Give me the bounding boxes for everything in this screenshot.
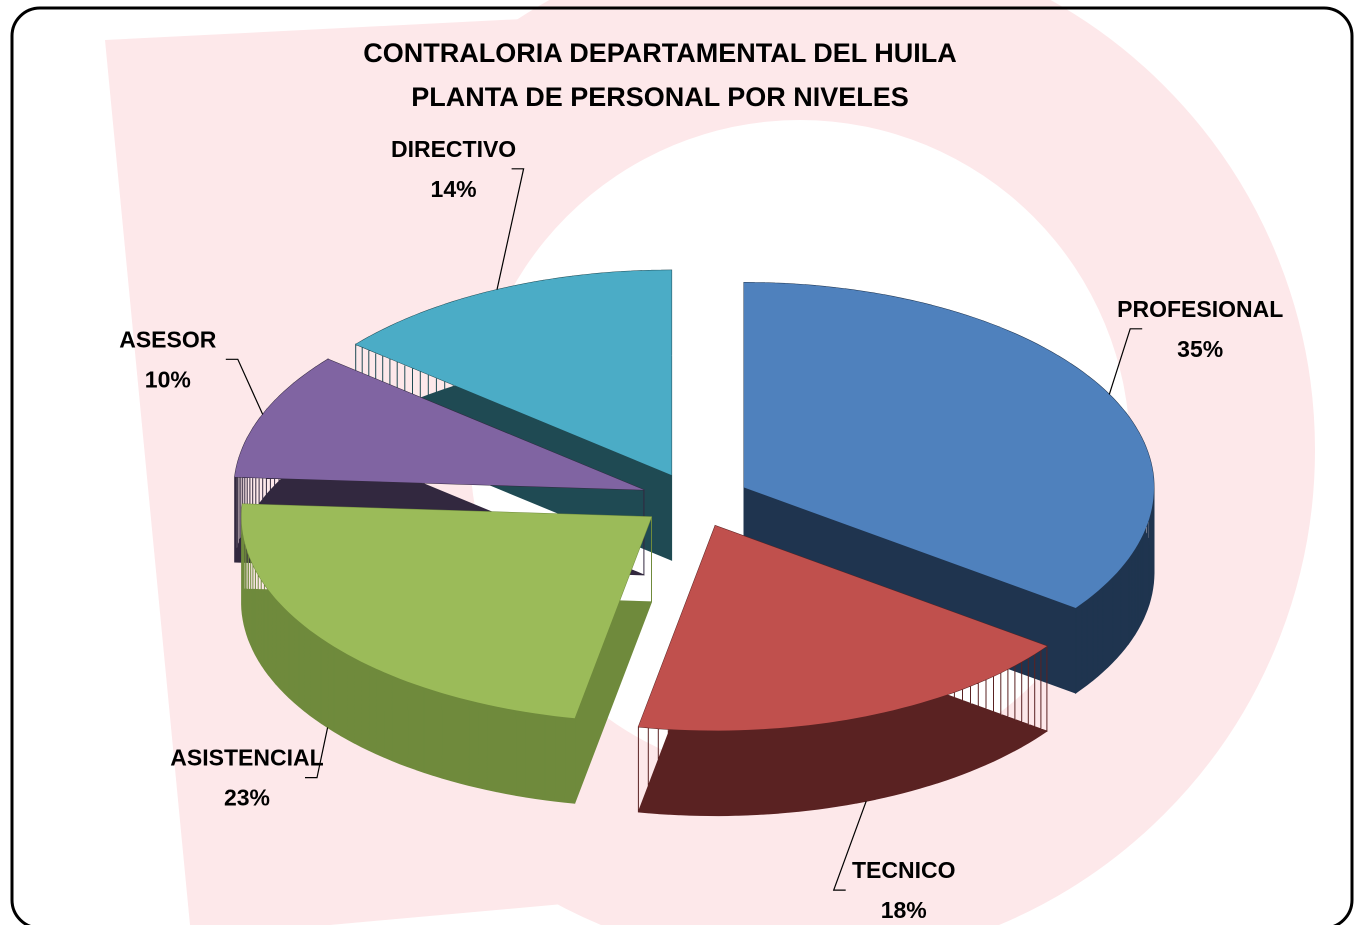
leader-line: [832, 800, 867, 891]
labels: PROFESIONAL 35% TECNICO 18% ASISTENCIAL 23% AS…: [119, 136, 1283, 923]
slice: [241, 504, 652, 719]
leader-line: [496, 168, 525, 290]
data-label-value: 18%: [881, 897, 927, 923]
chart-title: CONTRALORIA DEPARTAMENTAL DEL HUILA: [363, 38, 956, 68]
data-label-name: ASESOR: [119, 326, 217, 352]
slice: [638, 525, 1047, 731]
leader-line: [225, 358, 264, 415]
data-label-name: PROFESIONAL: [1117, 296, 1283, 322]
data-label-value: 23%: [224, 785, 270, 811]
data-label-value: 14%: [431, 176, 477, 202]
chart-title: PLANTA DE PERSONAL POR NIVELES: [411, 82, 909, 112]
slice: [234, 359, 644, 490]
data-label-name: DIRECTIVO: [391, 136, 516, 162]
slice: [744, 282, 1154, 608]
data-label-value: 35%: [1177, 336, 1223, 362]
data-label-name: ASISTENCIAL: [170, 745, 323, 771]
pie: [234, 269, 1155, 817]
leader-line: [1108, 328, 1143, 395]
slice: [355, 270, 672, 476]
data-label-name: TECNICO: [852, 857, 956, 883]
data-label-value: 10%: [145, 366, 191, 392]
leader-line: [305, 727, 329, 779]
